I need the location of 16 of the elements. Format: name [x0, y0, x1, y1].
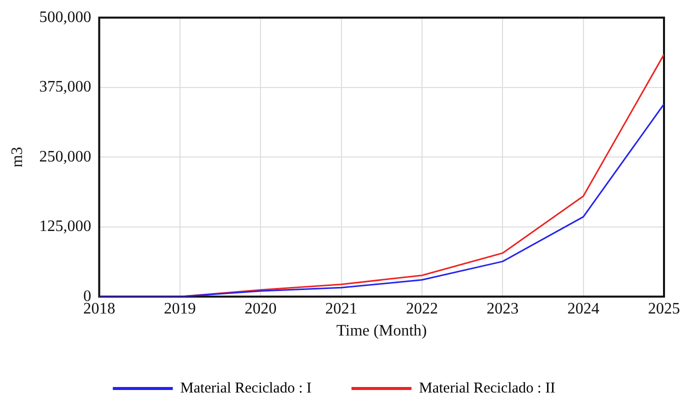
x-tick-label: 2019 [164, 300, 196, 318]
legend-label: Material Reciclado : I [180, 380, 312, 396]
y-tick-label: 250,000 [39, 148, 92, 166]
x-tick-label: 2024 [567, 300, 600, 318]
y-tick-label: 375,000 [39, 78, 92, 96]
y-tick-label: 500,000 [39, 8, 92, 26]
x-axis-title: Time (Month) [336, 322, 427, 340]
y-axis-title: m3 [8, 146, 26, 168]
x-tick-label: 2022 [406, 300, 438, 318]
y-tick-label: 125,000 [39, 218, 92, 236]
x-tick-label: 2025 [648, 300, 680, 318]
legend-label: Material Reciclado : II [419, 380, 556, 396]
x-tick-label: 2020 [244, 300, 277, 318]
x-tick-label: 2018 [83, 300, 116, 318]
x-tick-label: 2021 [325, 300, 358, 318]
x-tick-label: 2023 [486, 300, 519, 318]
